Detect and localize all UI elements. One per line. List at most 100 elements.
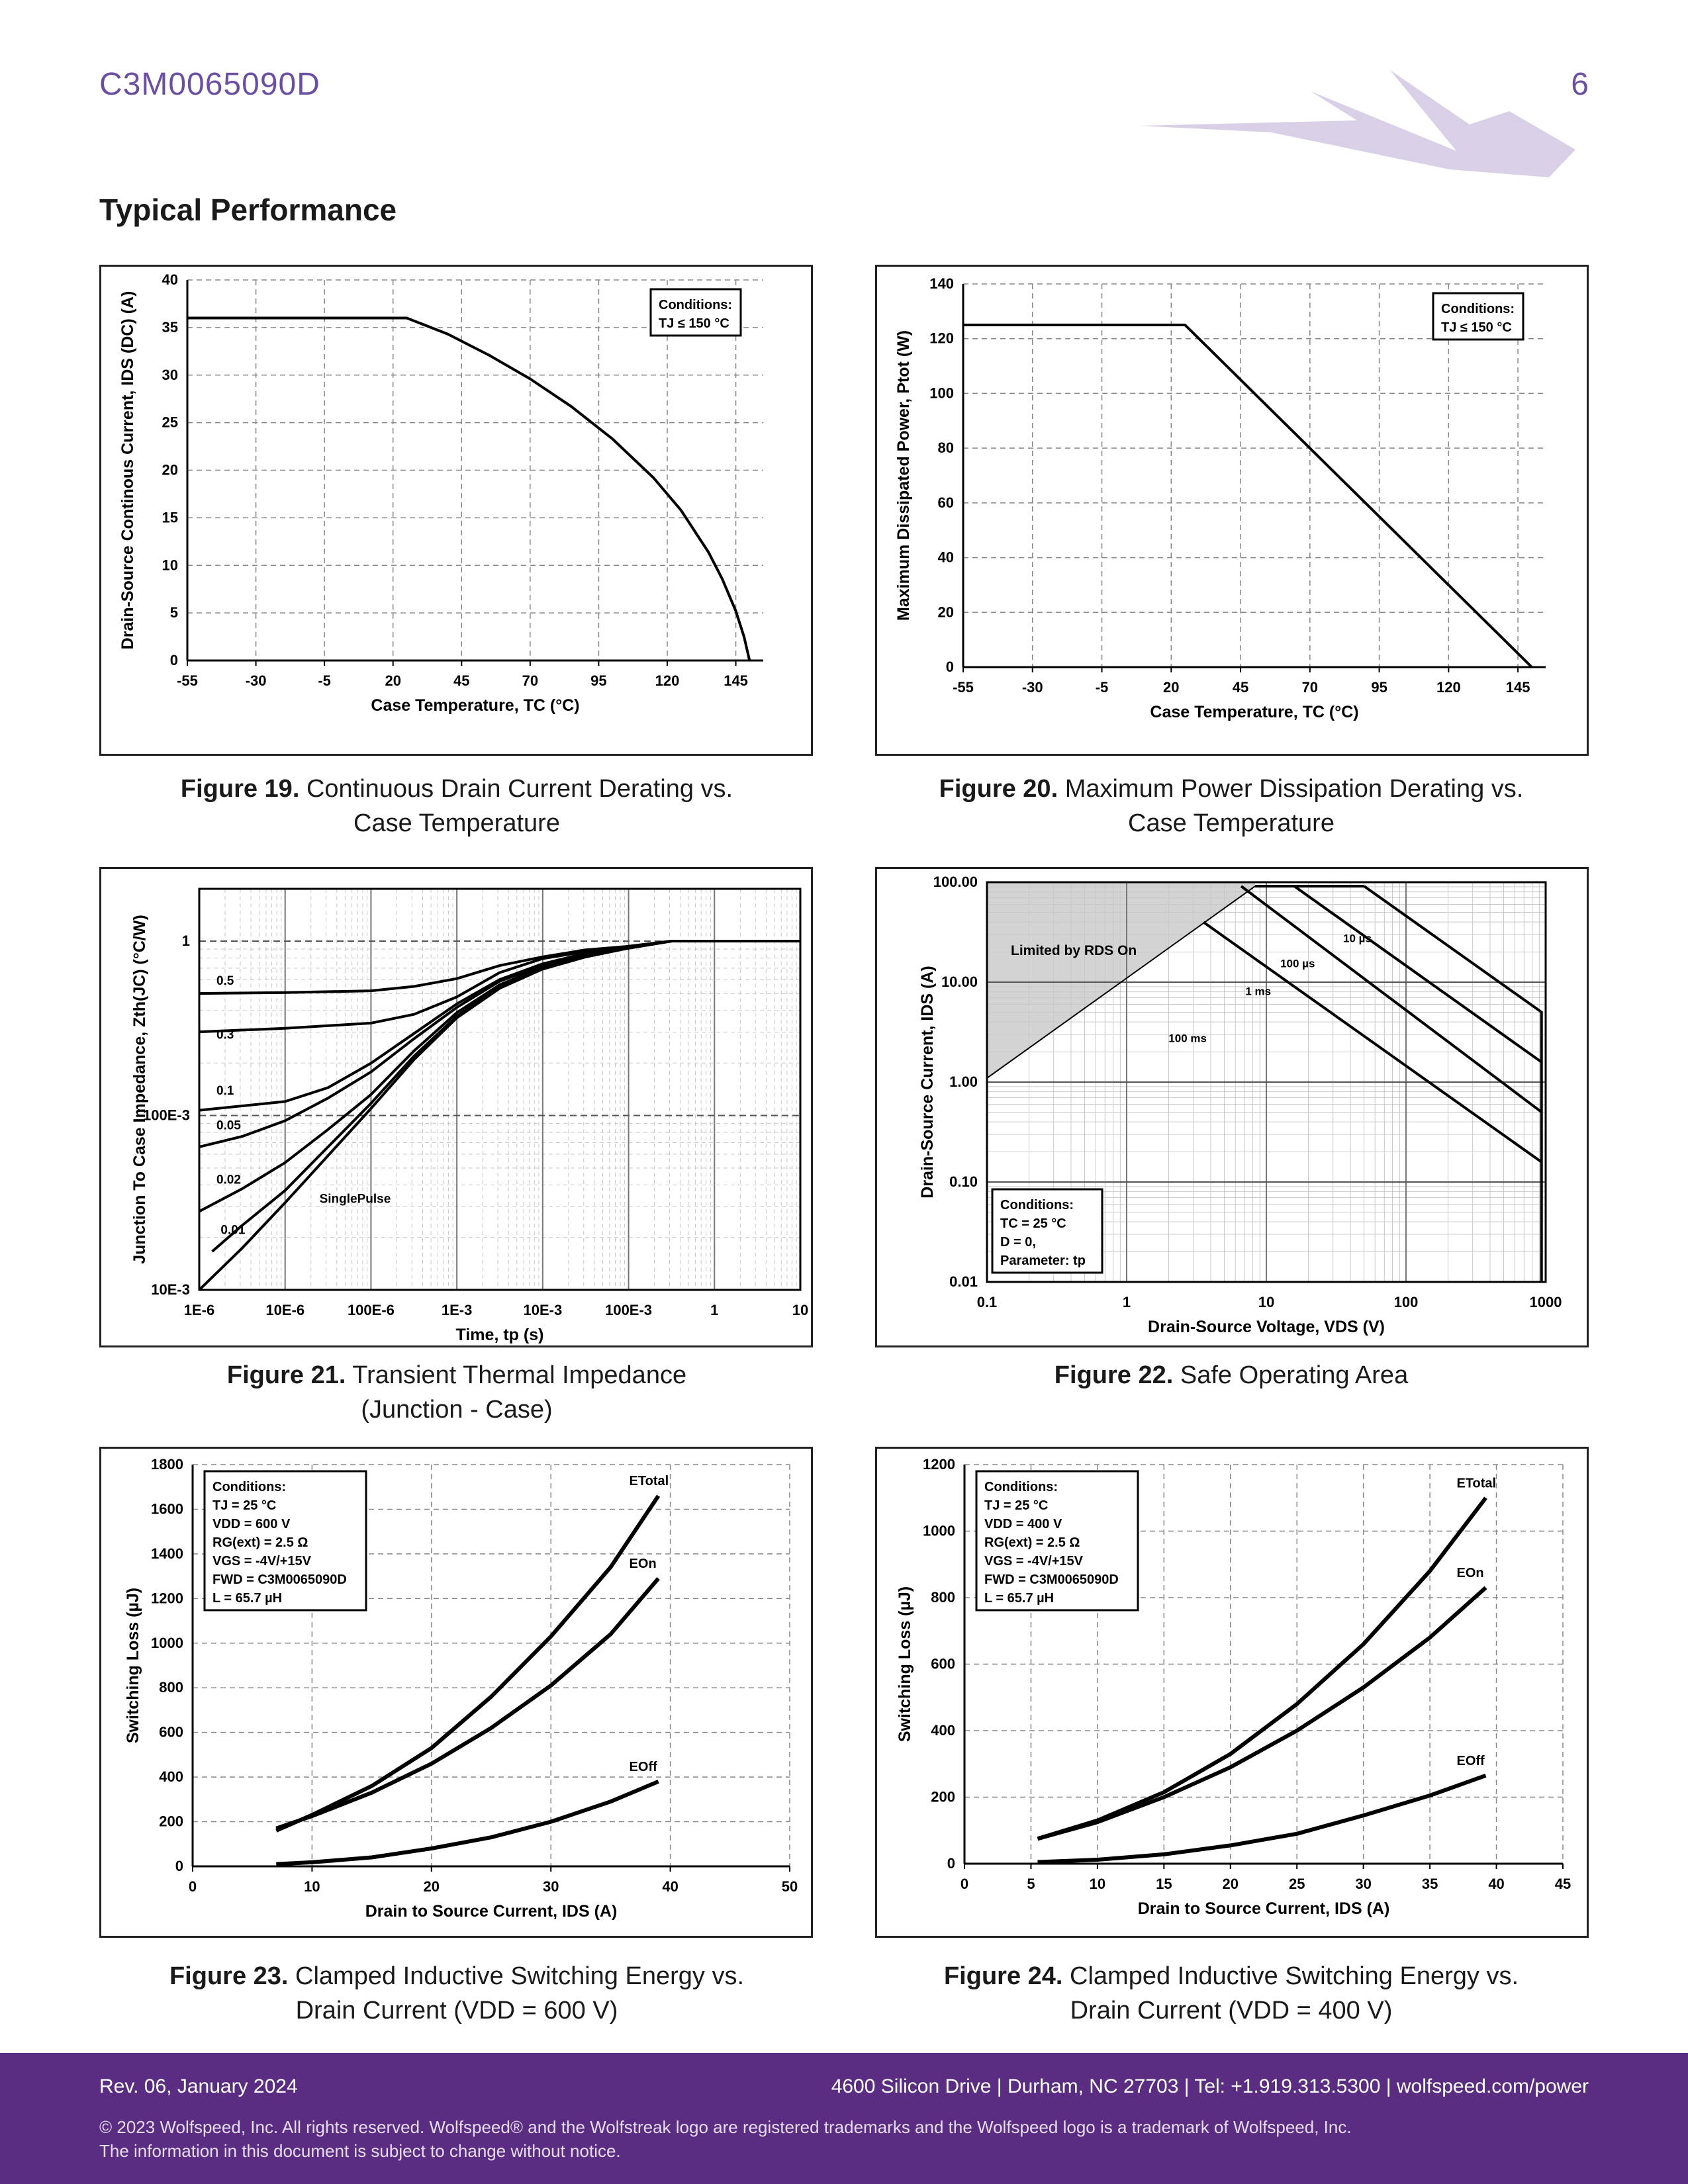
y-tick-label: 0 — [946, 659, 954, 675]
series-label: ETotal — [630, 1474, 669, 1488]
soa-line — [1293, 885, 1542, 1064]
y-tick-label: 800 — [931, 1589, 955, 1606]
series-label: EOn — [630, 1557, 657, 1571]
y-tick-label: 1600 — [151, 1500, 183, 1517]
conditions-line: L = 65.7 µH — [984, 1591, 1054, 1606]
caption-text: Case Temperature — [1128, 809, 1335, 837]
series-line-eoff — [1037, 1773, 1487, 1864]
y-tick-label: 15 — [162, 509, 178, 525]
section-title: Typical Performance — [99, 193, 397, 227]
impedance-label: 0.01 — [220, 1224, 245, 1238]
caption-text: Clamped Inductive Switching Energy vs. — [295, 1962, 745, 1990]
conditions-line: Conditions: — [1441, 302, 1515, 316]
conditions-line: VDD = 400 V — [984, 1517, 1062, 1531]
caption-label: Figure 23. — [169, 1962, 289, 1990]
y-tick-label: 0.01 — [949, 1273, 978, 1290]
y-tick-label: 0 — [175, 1858, 183, 1874]
series-line-eoff — [276, 1780, 659, 1866]
series-line-eon — [1037, 1586, 1487, 1841]
soa-label: 100 µs — [1280, 957, 1315, 970]
y-tick-label: 200 — [931, 1789, 955, 1805]
y-tick-label: 1200 — [923, 1456, 955, 1473]
x-tick-label: 120 — [1436, 679, 1461, 696]
caption-text: Case Temperature — [353, 809, 560, 837]
impedance-label: 0.1 — [216, 1084, 234, 1098]
caption-fig20: Figure 20. Maximum Power Dissipation Der… — [867, 772, 1595, 841]
conditions-box — [649, 288, 742, 337]
impedance-line — [198, 940, 800, 1291]
notice-text: The information in this document is subj… — [99, 2141, 621, 2161]
x-axis-label: Drain-Source Voltage, VDS (V) — [1148, 1318, 1385, 1336]
caption-text: (Junction - Case) — [361, 1396, 553, 1424]
y-tick-label: 1000 — [923, 1523, 955, 1539]
y-tick-label: 30 — [162, 367, 178, 383]
conditions-line: Conditions: — [1000, 1198, 1074, 1212]
x-tick-label: 20 — [1163, 679, 1179, 696]
caption-text: Safe Operating Area — [1180, 1361, 1409, 1389]
x-tick-label: 20 — [1223, 1876, 1239, 1892]
caption-label: Figure 24. — [943, 1962, 1063, 1990]
rds-on-limited-region — [987, 882, 1256, 1078]
impedance-label: 0.3 — [216, 1028, 234, 1042]
x-tick-label: 20 — [385, 672, 400, 689]
x-tick-label: 0 — [961, 1876, 968, 1892]
x-axis-label: Case Temperature, TC (°C) — [371, 696, 579, 715]
x-axis-label: Drain to Source Current, IDS (A) — [365, 1902, 618, 1921]
soa-line — [1240, 885, 1542, 1113]
x-axis-label: Time, tp (s) — [456, 1326, 544, 1344]
conditions-line: VGS = -4V/+15V — [984, 1554, 1084, 1569]
x-tick-label: -5 — [318, 672, 331, 689]
y-tick-label: 1000 — [151, 1635, 183, 1651]
y-tick-label: 10.00 — [941, 974, 978, 990]
x-tick-label: 5 — [1027, 1876, 1035, 1892]
y-tick-label: 200 — [159, 1813, 183, 1830]
y-tick-label: 0 — [947, 1855, 955, 1872]
conditions-line: TC = 25 °C — [1000, 1216, 1066, 1231]
x-tick-label: 40 — [662, 1878, 678, 1895]
conditions-box — [1432, 292, 1524, 341]
page-number: 6 — [1571, 67, 1589, 102]
y-tick-label: 80 — [938, 439, 954, 456]
x-tick-label: 20 — [424, 1878, 440, 1895]
caption-text: Drain Current (VDD = 600 V) — [295, 1997, 618, 2025]
series-label: EOff — [1456, 1754, 1485, 1768]
y-tick-label: 600 — [159, 1724, 183, 1741]
conditions-line: FWD = C3M0065090D — [984, 1572, 1119, 1587]
x-tick-label: 25 — [1289, 1876, 1305, 1892]
y-tick-label: 400 — [931, 1722, 955, 1739]
caption-fig19: Figure 19. Continuous Drain Current Dera… — [93, 772, 821, 841]
rds-on-limit-line — [986, 886, 1256, 1079]
series-line-eon — [275, 1577, 660, 1831]
conditions-line: Parameter: tp — [1000, 1253, 1086, 1268]
caption-fig24: Figure 24. Clamped Inductive Switching E… — [867, 1959, 1595, 2028]
conditions-box — [975, 1470, 1139, 1612]
series-label: EOff — [630, 1760, 658, 1774]
series-line-etotal — [1037, 1496, 1487, 1841]
chart-fig24: 0 5 10 15 20 25 30 35 40 45 0 200 400 600 800 1000 1200 D… — [875, 1447, 1589, 1938]
series-label: EOn — [1456, 1566, 1483, 1580]
caption-fig22: Figure 22. Safe Operating Area — [867, 1358, 1595, 1392]
x-tick-label: 30 — [543, 1878, 559, 1895]
y-axis-label: Maximum Dissipated Power, Ptot (W) — [894, 330, 913, 621]
y-tick-label: 10 — [162, 557, 178, 573]
conditions-line: VGS = -4V/+15V — [212, 1554, 312, 1569]
y-tick-label: 25 — [162, 414, 178, 431]
caption-text: Continuous Drain Current Derating vs. — [306, 775, 733, 803]
conditions-line: Conditions: — [984, 1480, 1058, 1494]
conditions-box — [991, 1188, 1103, 1274]
y-tick-label: 10E-3 — [151, 1281, 190, 1298]
conditions-line: TJ = 25 °C — [212, 1498, 276, 1513]
x-tick-label: 1E-3 — [442, 1302, 472, 1318]
y-tick-label: 40 — [938, 549, 954, 566]
series-label: ETotal — [1456, 1476, 1496, 1490]
x-tick-label: -5 — [1096, 679, 1109, 696]
x-tick-label: -55 — [953, 679, 974, 696]
y-tick-label: 5 — [170, 604, 178, 621]
x-tick-label: 1E-6 — [184, 1302, 214, 1318]
soa-label: 1 ms — [1245, 985, 1271, 998]
x-tick-label: 10 — [1090, 1876, 1105, 1892]
x-tick-label: 10 — [792, 1302, 808, 1318]
x-tick-label: 1000 — [1530, 1294, 1562, 1310]
y-tick-label: 20 — [162, 462, 178, 478]
wolfstreak-logo — [1139, 70, 1575, 177]
